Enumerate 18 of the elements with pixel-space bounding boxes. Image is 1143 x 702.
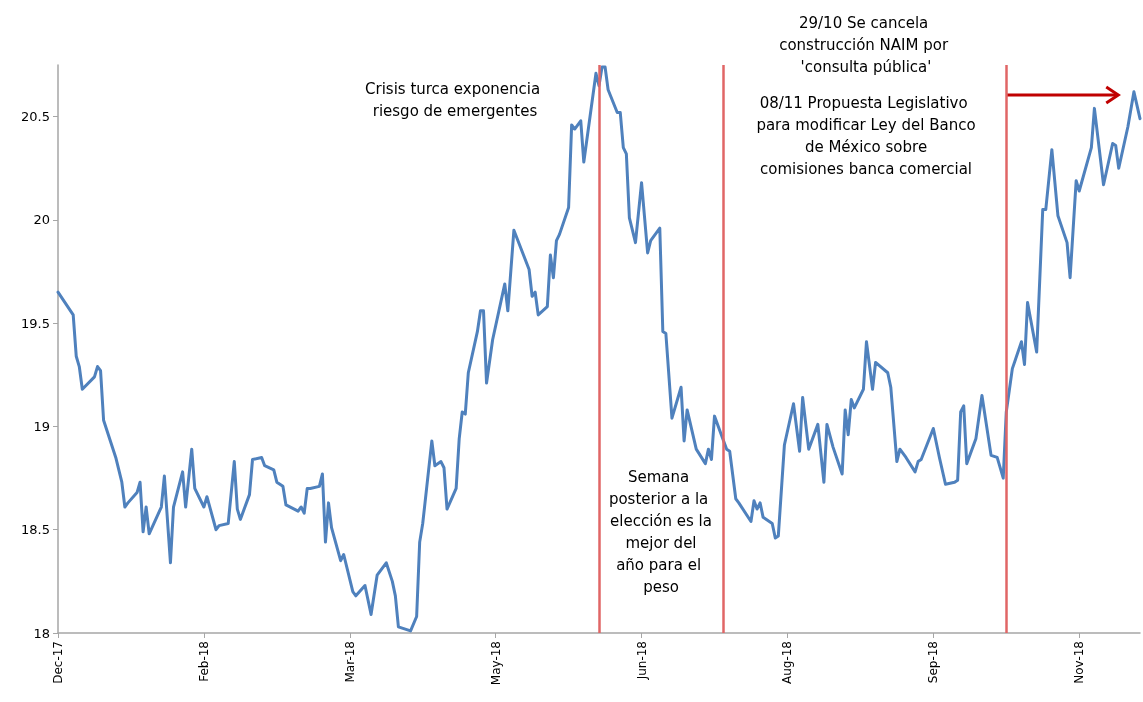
x-tick-label: Jun-18 (634, 641, 649, 681)
y-tick-label: 20 (33, 212, 50, 228)
y-tick-label: 19 (33, 418, 50, 434)
x-tick-label: Nov-18 (1072, 641, 1087, 684)
annotation: 08/11 Propuesta Legislativo para modificar Ley del Banco de México sobre comisiones banca comercial (756, 94, 976, 178)
x-tick-label: May-18 (488, 641, 503, 686)
annotation: 29/10 Se cancela construcción NAIM por 'consulta pública' (779, 14, 953, 76)
y-tick-label: 19.5 (21, 315, 50, 331)
y-tick-label: 18 (33, 625, 50, 641)
x-tick-label: Feb-18 (196, 641, 211, 682)
y-tick-label: 18.5 (21, 522, 50, 538)
x-tick-label: Sep-18 (926, 641, 941, 684)
x-tick-label: Dec-17 (51, 641, 65, 684)
x-tick-label: Aug-18 (780, 641, 795, 685)
annotation: Crisis turca exponencia riesgo de emergentes (365, 80, 545, 120)
x-tick-label: Mar-18 (342, 641, 357, 683)
y-tick-label: 20.5 (21, 109, 50, 125)
annotation: Semana posterior a la elección es la mejor del año para el peso (608, 468, 714, 596)
